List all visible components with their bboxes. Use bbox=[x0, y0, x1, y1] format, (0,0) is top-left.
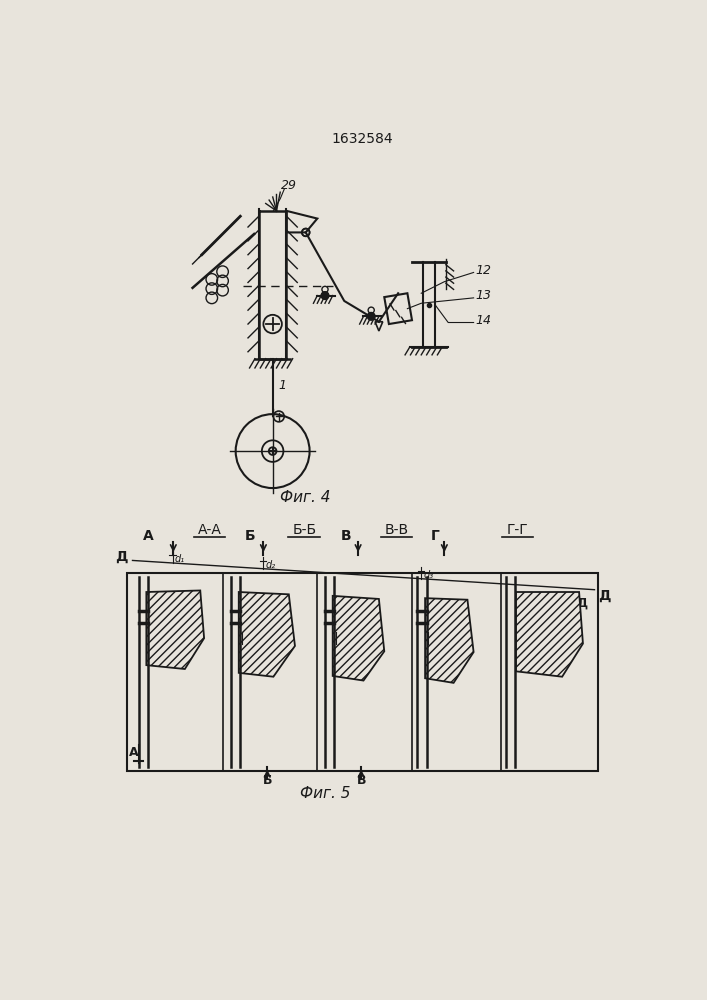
Polygon shape bbox=[239, 592, 295, 677]
Text: Д: Д bbox=[115, 550, 127, 564]
Text: В: В bbox=[356, 774, 366, 787]
Text: А-А: А-А bbox=[197, 523, 221, 537]
Polygon shape bbox=[516, 592, 583, 677]
Text: б: б bbox=[430, 633, 436, 643]
Text: А: А bbox=[143, 529, 153, 543]
Text: 12: 12 bbox=[475, 264, 491, 277]
Text: 29: 29 bbox=[281, 179, 297, 192]
Text: 1: 1 bbox=[279, 379, 287, 392]
Text: В: В bbox=[341, 529, 351, 543]
Bar bbox=[127, 573, 598, 771]
Text: Г: Г bbox=[431, 529, 440, 543]
Text: d₃: d₃ bbox=[423, 570, 433, 580]
Text: 14: 14 bbox=[475, 314, 491, 327]
Text: Г-Г: Г-Г bbox=[507, 523, 528, 537]
Text: Фиг. 4: Фиг. 4 bbox=[281, 490, 331, 505]
Text: А: А bbox=[129, 746, 139, 759]
Text: В-В: В-В bbox=[385, 523, 409, 537]
Text: Д: Д bbox=[598, 589, 611, 603]
Text: d₁: d₁ bbox=[175, 554, 185, 564]
Text: Б-Б: Б-Б bbox=[292, 523, 316, 537]
Text: б: б bbox=[337, 633, 344, 643]
Text: Д: Д bbox=[575, 597, 587, 610]
Circle shape bbox=[321, 292, 329, 299]
Text: 1632584: 1632584 bbox=[331, 132, 393, 146]
Polygon shape bbox=[425, 598, 474, 683]
Text: б: б bbox=[243, 633, 250, 643]
Text: Б: Б bbox=[262, 774, 272, 787]
Text: 13: 13 bbox=[475, 289, 491, 302]
Polygon shape bbox=[333, 596, 385, 681]
Text: d₂: d₂ bbox=[266, 560, 276, 570]
Text: Б: Б bbox=[245, 529, 256, 543]
Circle shape bbox=[368, 312, 375, 320]
Polygon shape bbox=[146, 590, 204, 669]
Text: Фиг. 5: Фиг. 5 bbox=[300, 786, 350, 801]
